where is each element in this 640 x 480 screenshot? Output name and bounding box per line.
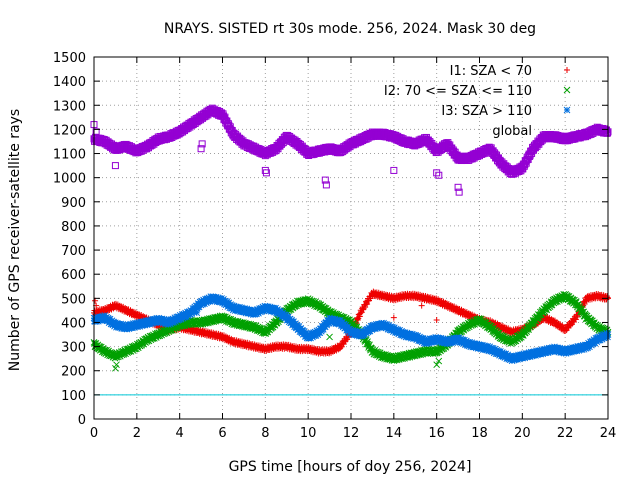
legend-label: I3: SZA > 110 (441, 104, 532, 119)
x-tick-label: 24 (600, 426, 617, 441)
y-tick-label: 100 (61, 389, 86, 404)
data-point (528, 352, 536, 360)
y-tick-label: 500 (61, 292, 86, 307)
legend-marker (563, 106, 571, 114)
outlier-point (433, 169, 441, 177)
x-tick-label: 0 (90, 426, 98, 441)
legend-marker (563, 86, 571, 94)
x-tick-label: 16 (428, 426, 445, 441)
x-tick-label: 18 (471, 426, 488, 441)
y-tick-label: 1500 (53, 51, 86, 66)
y-tick-label: 1300 (53, 99, 86, 114)
grid (94, 57, 608, 419)
outlier-point (390, 314, 397, 321)
outlier-point (433, 361, 441, 369)
data-point (323, 320, 331, 328)
y-tick-label: 600 (61, 268, 86, 283)
y-tick-label: 0 (78, 413, 86, 428)
legend-label: global (492, 124, 532, 139)
data-point (299, 327, 307, 335)
axis-ticks: 0 2 4 6 8 10 12 14 16 18 20 22 240100200300400500600… (53, 51, 616, 441)
data-point (334, 320, 342, 327)
y-tick-label: 700 (61, 244, 86, 259)
data-point (187, 310, 194, 318)
y-tick-label: 800 (61, 220, 86, 235)
outlier-point (390, 166, 398, 174)
data-series (90, 104, 612, 372)
outlier-point (454, 183, 462, 191)
legend-marker (564, 67, 570, 73)
chart-title: NRAYS. SISTED rt 30s mode. 256, 2024. Ma… (164, 21, 536, 37)
data-point (445, 339, 453, 347)
x-tick-label: 20 (514, 426, 531, 441)
y-tick-label: 200 (61, 365, 86, 380)
data-point (340, 321, 348, 328)
outlier-point (435, 171, 443, 179)
x-tick-label: 14 (386, 426, 403, 441)
outlier-point (321, 176, 329, 184)
x-tick-label: 6 (218, 426, 226, 441)
outlier-point (262, 169, 270, 177)
series-2 (90, 291, 612, 372)
legend: I1: SZA < 70 I2: 70 <= SZA <= 110 I3: SZA … (384, 64, 571, 139)
legend-label: I1: SZA < 70 (450, 64, 532, 79)
x-tick-label: 12 (343, 426, 360, 441)
y-tick-label: 1000 (53, 172, 86, 187)
outlier-point (433, 317, 440, 324)
x-tick-label: 2 (133, 426, 141, 441)
data-point (364, 338, 371, 345)
series-3 (90, 293, 612, 365)
y-tick-label: 1200 (53, 123, 86, 138)
outlier-point (322, 181, 330, 189)
data-point (542, 305, 550, 312)
outlier-point (261, 166, 269, 174)
outlier-point (113, 361, 120, 369)
y-tick-label: 400 (61, 316, 86, 331)
data-point (559, 349, 567, 356)
outlier-point (418, 302, 425, 309)
y-tick-label: 1400 (53, 75, 86, 90)
outlier-point (326, 333, 333, 341)
outlier-point (197, 145, 205, 153)
x-tick-label: 8 (261, 426, 269, 441)
y-tick-label: 1100 (53, 148, 86, 163)
outlier-point (455, 188, 463, 196)
data-point (570, 348, 577, 355)
data-point (356, 328, 364, 336)
y-axis-label: Number of GPS receiver-satellite rays (7, 109, 23, 371)
x-axis-label: GPS time [hours of doy 256, 2024] (229, 459, 472, 475)
outlier-point (198, 140, 206, 148)
x-tick-label: 10 (300, 426, 317, 441)
data-point (558, 345, 566, 353)
outlier-point (111, 162, 119, 170)
legend-label: I2: 70 <= SZA <= 110 (384, 84, 532, 99)
data-point (446, 336, 454, 343)
x-tick-label: 4 (176, 426, 184, 441)
data-point (333, 316, 341, 324)
y-tick-label: 300 (61, 341, 86, 356)
outlier-point (435, 357, 443, 365)
y-tick-label: 900 (61, 196, 86, 211)
data-point (427, 339, 435, 346)
outlier-point (193, 309, 201, 317)
outlier-point (92, 128, 100, 136)
series-4 (90, 104, 612, 196)
x-tick-label: 22 (557, 426, 574, 441)
data-point (232, 303, 240, 311)
